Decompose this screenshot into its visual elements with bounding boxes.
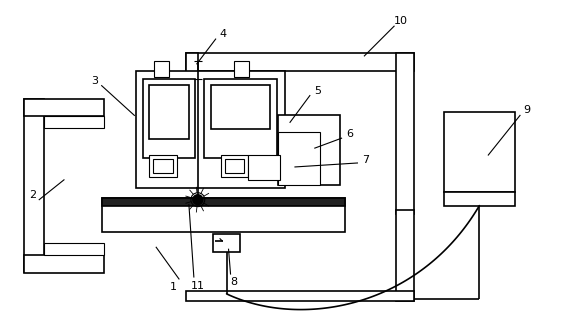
Bar (186, 53, 198, 150)
Bar (186, 291, 414, 301)
Bar (143, 79, 195, 158)
Bar (220, 155, 248, 177)
Text: 6: 6 (346, 129, 353, 139)
Bar (101, 198, 345, 206)
Text: 4: 4 (219, 29, 226, 39)
Text: 10: 10 (394, 16, 408, 26)
Bar (396, 53, 414, 213)
Circle shape (193, 195, 203, 204)
Text: 7: 7 (362, 155, 369, 165)
Bar (149, 155, 177, 177)
Bar (24, 255, 104, 273)
Bar (136, 71, 285, 188)
Bar (213, 234, 240, 252)
Text: 3: 3 (91, 76, 98, 86)
Bar (149, 85, 189, 139)
Bar (248, 155, 280, 180)
Text: 2: 2 (29, 190, 36, 200)
Bar (204, 79, 277, 158)
Text: 8: 8 (230, 277, 237, 287)
Bar (44, 243, 104, 255)
Bar (278, 132, 319, 185)
Bar (24, 99, 44, 272)
Bar (396, 210, 414, 301)
Text: 9: 9 (524, 105, 531, 116)
Text: 11: 11 (191, 281, 205, 291)
Bar (210, 85, 270, 129)
Text: 5: 5 (314, 86, 321, 96)
Bar (24, 99, 104, 116)
Bar (224, 159, 244, 173)
Bar (101, 198, 345, 232)
Bar (154, 61, 169, 77)
Bar (278, 115, 339, 185)
Bar (153, 159, 173, 173)
Bar (44, 116, 104, 128)
Text: 1: 1 (170, 282, 177, 292)
Bar (186, 53, 414, 71)
Bar (234, 61, 250, 77)
Bar (444, 192, 515, 206)
Bar (444, 112, 515, 192)
